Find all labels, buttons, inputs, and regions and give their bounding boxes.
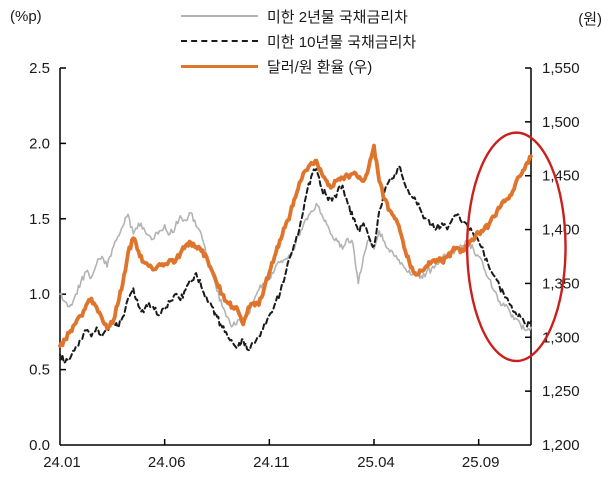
y-left-tick-label: 1.5 [29,211,50,228]
legend-label-2y-spread: 미한 2년물 국채금리차 [267,8,408,26]
y-right-tick-label: 1,450 [542,168,580,185]
y-right-tick-label: 1,350 [542,275,580,292]
right-axis-unit-label: (원) [578,11,602,28]
y-right-tick-label: 1,500 [542,114,580,131]
y-right-tick-label: 1,200 [542,437,580,454]
y-right-tick-label: 1,250 [542,383,580,400]
y-right-tick-label: 1,400 [542,222,580,239]
legend-line-sample-10y-icon [181,40,258,42]
highlight-ellipse-annotation [465,131,567,363]
x-tick-label: 24.06 [148,454,186,471]
y-left-tick-label: 2.0 [29,135,50,152]
legend-line-sample-usdkrw-icon [181,64,258,68]
x-tick-label: 25.04 [357,454,395,471]
legend-label-usdkrw: 달러/원 환율 (우) [267,58,373,76]
y-left-tick-label: 0.0 [29,437,50,454]
legend-item-10y-spread: 미한 10년물 국채금리차 [181,30,416,52]
y-right-tick-label: 1,550 [542,60,580,77]
left-axis-unit-label: (%p) [10,8,42,25]
series-line-10y-spread [59,165,532,364]
legend-item-2y-spread: 미한 2년물 국채금리차 [181,5,416,27]
x-tick-label: 24.11 [253,454,289,471]
legend-item-usdkrw: 달러/원 환율 (우) [181,55,416,77]
y-left-tick-label: 0.5 [29,362,50,379]
series-line-2y-spread [59,202,532,332]
x-tick-label: 24.01 [43,454,81,471]
y-left-tick-label: 2.5 [29,60,50,77]
series-line-usdkrw [58,143,533,348]
legend-label-10y-spread: 미한 10년물 국채금리차 [267,33,417,51]
legend-line-sample-2y-icon [181,15,258,17]
legend: 미한 2년물 국채금리차 미한 10년물 국채금리차 달러/원 환율 (우) [181,5,416,77]
y-right-tick-label: 1,300 [542,329,580,346]
y-left-tick-label: 1.0 [29,286,50,303]
x-tick-label: 25.09 [462,454,500,471]
